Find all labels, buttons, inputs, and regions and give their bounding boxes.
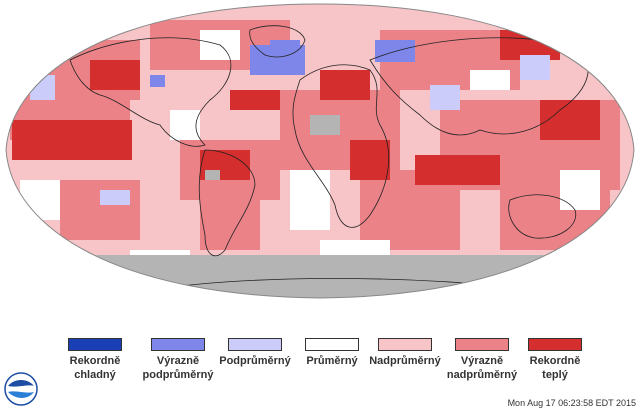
- legend-much-above-average: Výrazně nadprůměrný: [437, 338, 527, 382]
- legend-swatch: [228, 338, 282, 351]
- legend-label: Rekordně: [69, 355, 121, 367]
- legend-record-cold: Rekordně chladný: [50, 338, 140, 382]
- legend-label: nadprůměrný: [446, 369, 518, 381]
- legend-swatch: [68, 338, 122, 351]
- legend-label: Průměrný: [306, 355, 358, 367]
- legend-label: chladný: [74, 369, 116, 381]
- south-america-outline: [198, 149, 256, 257]
- timestamp: Mon Aug 17 06:23:58 EDT 2015: [507, 398, 636, 408]
- greenland-outline: [249, 25, 306, 58]
- legend-label: teplý: [542, 369, 568, 381]
- asia-outline: [369, 37, 589, 136]
- legend-swatch: [455, 338, 509, 351]
- coastlines: [69, 25, 589, 291]
- legend-label: Výrazně: [156, 355, 200, 367]
- below-average-regions: [30, 55, 550, 290]
- legend-swatch: [378, 338, 432, 351]
- legend-label: Výrazně: [460, 355, 504, 367]
- australia-outline: [508, 194, 577, 239]
- legend-above-average: Nadprůměrný: [360, 338, 450, 368]
- legend-swatch: [528, 338, 582, 351]
- global-temperature-percentile-map: [5, 3, 635, 299]
- legend-below-average: Podprůměrný: [210, 338, 300, 368]
- record-warm-regions: [12, 30, 600, 185]
- europe-africa-outline: [292, 64, 390, 228]
- legend-swatch: [151, 338, 205, 351]
- noaa-logo-icon: [4, 372, 38, 406]
- north-america-outline: [69, 37, 232, 147]
- legend-much-below-average: Výrazně podprůměrný: [133, 338, 223, 382]
- legend-label: Podprůměrný: [219, 355, 291, 367]
- legend-record-warm: Rekordně teplý: [510, 338, 600, 382]
- globe-border: [5, 3, 635, 299]
- legend-average: Průměrný: [287, 338, 377, 368]
- legend-label: podprůměrný: [142, 369, 214, 381]
- legend-label: Nadprůměrný: [369, 355, 441, 367]
- legend-label: Rekordně: [529, 355, 581, 367]
- legend-swatch: [305, 338, 359, 351]
